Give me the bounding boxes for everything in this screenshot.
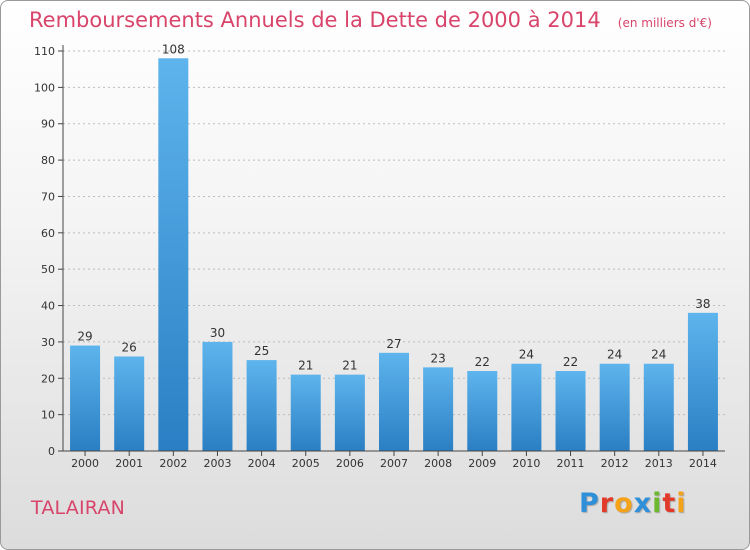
x-tick-label: 2012 xyxy=(601,457,629,470)
bar xyxy=(70,345,101,451)
y-axis-ticks: 0 10 20 30 40 50 60 70 80 90 100 110 xyxy=(34,45,63,458)
bar-value-label: 21 xyxy=(298,359,313,373)
bar-value-label: 21 xyxy=(342,359,357,373)
x-tick-label: 2013 xyxy=(645,457,673,470)
bar-value-label: 29 xyxy=(77,330,92,344)
bar-value-label: 25 xyxy=(254,344,269,358)
value-labels: 29 26 108 30 25 21 21 27 23 22 24 22 24 24 38 xyxy=(77,42,710,372)
bar-value-label: 108 xyxy=(162,42,185,56)
bar xyxy=(643,363,674,451)
x-tick-label: 2008 xyxy=(424,457,452,470)
logo-letter: i xyxy=(676,488,687,519)
bar-value-label: 26 xyxy=(122,340,137,354)
logo-letter: t xyxy=(662,488,677,519)
x-tick-label: 2006 xyxy=(336,457,364,470)
bar xyxy=(467,371,498,451)
y-tick-label: 60 xyxy=(41,227,55,240)
bar-value-label: 38 xyxy=(695,297,710,311)
y-tick-label: 70 xyxy=(41,190,55,203)
bar-value-label: 30 xyxy=(210,326,225,340)
x-tick-label: 2001 xyxy=(115,457,143,470)
bar xyxy=(423,367,454,451)
x-tick-label: 2005 xyxy=(292,457,320,470)
x-tick-label: 2007 xyxy=(380,457,408,470)
x-axis-ticks: 2000 2001 2002 2003 2004 2005 2006 2007 2008 2009… xyxy=(71,451,717,470)
bar-value-label: 24 xyxy=(519,348,534,362)
bar xyxy=(290,374,321,451)
bar xyxy=(687,312,718,451)
x-tick-label: 2002 xyxy=(159,457,187,470)
bar-value-label: 22 xyxy=(475,355,490,369)
logo-letter: r xyxy=(599,488,615,519)
bar xyxy=(334,374,365,451)
bar-value-label: 24 xyxy=(607,348,622,362)
x-tick-label: 2003 xyxy=(203,457,231,470)
y-tick-label: 90 xyxy=(41,118,55,131)
y-tick-label: 10 xyxy=(41,409,55,422)
bar xyxy=(511,363,542,451)
y-tick-label: 100 xyxy=(34,81,55,94)
bar-value-label: 27 xyxy=(386,337,401,351)
bar xyxy=(202,341,233,451)
y-tick-label: 40 xyxy=(41,300,55,313)
bar xyxy=(246,360,277,451)
bar xyxy=(555,371,586,451)
chart-title: Remboursements Annuels de la Dette de 20… xyxy=(29,8,601,32)
commune-name: TALAIRAN xyxy=(31,497,125,519)
y-tick-label: 30 xyxy=(41,336,55,349)
x-tick-label: 2000 xyxy=(71,457,99,470)
bars xyxy=(70,58,718,451)
y-tick-label: 20 xyxy=(41,372,55,385)
x-tick-label: 2009 xyxy=(468,457,496,470)
x-tick-label: 2004 xyxy=(248,457,276,470)
y-tick-label: 0 xyxy=(48,445,55,458)
x-tick-label: 2011 xyxy=(557,457,585,470)
proxiti-logo: Proxiti xyxy=(579,488,687,519)
bar-value-label: 22 xyxy=(563,355,578,369)
logo-letter: x xyxy=(633,488,653,519)
x-tick-label: 2010 xyxy=(512,457,540,470)
bar-value-label: 23 xyxy=(430,351,445,365)
bar xyxy=(158,58,189,451)
bar xyxy=(599,363,630,451)
chart-unit-note: (en milliers d'€) xyxy=(617,16,712,30)
logo-letter: P xyxy=(579,488,600,519)
bar xyxy=(114,356,145,451)
logo-letter: o xyxy=(614,488,634,519)
x-tick-label: 2014 xyxy=(689,457,717,470)
y-tick-label: 110 xyxy=(34,45,55,58)
y-tick-label: 80 xyxy=(41,154,55,167)
bar-value-label: 24 xyxy=(651,348,666,362)
chart-title-block: Remboursements Annuels de la Dette de 20… xyxy=(29,8,712,32)
bar xyxy=(379,352,409,451)
y-tick-label: 50 xyxy=(41,263,55,276)
logo-letter: i xyxy=(652,488,663,519)
